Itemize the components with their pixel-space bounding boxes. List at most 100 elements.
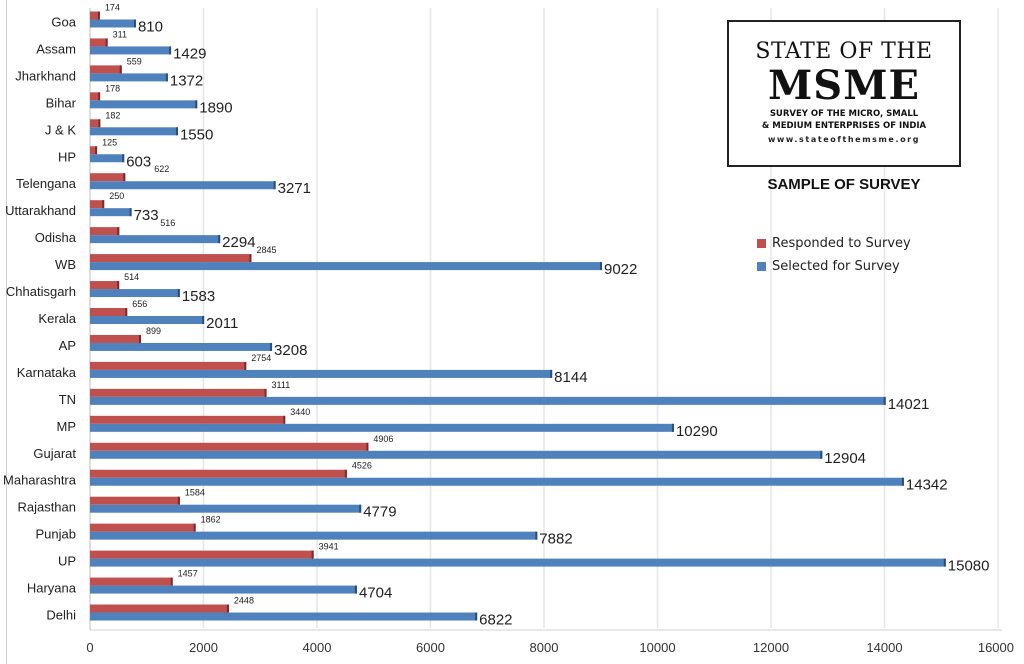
- category-label: Bihar: [46, 95, 77, 110]
- bar-selected-edge: [943, 558, 946, 567]
- legend-item-selected: Selected for Survey: [757, 255, 911, 278]
- bar-selected-edge: [195, 100, 198, 109]
- bar-selected-edge: [354, 585, 357, 594]
- bar-selected-edge: [175, 127, 178, 136]
- value-label-selected: 733: [134, 207, 159, 224]
- logo-url: www.stateofthemsme.org: [767, 135, 921, 144]
- legend: Responded to Survey Selected for Survey: [757, 232, 911, 278]
- bar-responded: [90, 38, 108, 47]
- bar-selected: [90, 342, 273, 351]
- category-label: Haryana: [27, 581, 77, 596]
- bar-selected-edge: [218, 235, 221, 244]
- bar-selected-edge: [359, 504, 362, 513]
- bar-selected-edge: [550, 369, 553, 378]
- value-label-selected: 1550: [180, 126, 213, 143]
- value-label-selected: 603: [126, 153, 151, 170]
- bar-selected: [90, 504, 362, 513]
- value-label-selected: 1372: [170, 72, 203, 89]
- bar-responded-edge: [193, 523, 196, 532]
- bar-responded: [90, 523, 196, 532]
- value-label-selected: 810: [138, 18, 163, 35]
- value-label-selected: 14021: [888, 396, 930, 413]
- bar-responded: [90, 92, 101, 101]
- value-label-responded: 622: [154, 164, 169, 174]
- value-label-selected: 7882: [539, 531, 572, 548]
- bar-selected-edge: [133, 19, 136, 28]
- bar-responded-edge: [170, 577, 173, 586]
- bar-responded: [90, 550, 314, 559]
- bar-responded: [90, 415, 286, 424]
- bar-responded: [90, 281, 120, 290]
- value-label-selected: 10290: [676, 423, 718, 440]
- bar-selected: [90, 181, 276, 190]
- x-tick-label: 14000: [866, 640, 902, 655]
- bar-selected-edge: [270, 342, 273, 351]
- bar-responded: [90, 308, 128, 316]
- value-label-responded: 125: [102, 137, 117, 147]
- legend-label-selected: Selected for Survey: [772, 259, 900, 274]
- bar-selected: [90, 585, 357, 594]
- value-label-responded: 311: [113, 29, 127, 39]
- bar-responded-edge: [119, 65, 122, 74]
- value-label-responded: 559: [127, 56, 142, 66]
- bar-responded-edge: [283, 415, 286, 424]
- bar-selected-edge: [901, 477, 904, 486]
- bar-responded-edge: [98, 119, 101, 128]
- bar-responded: [90, 388, 267, 397]
- bar-selected-edge: [820, 450, 823, 459]
- bar-selected: [90, 19, 136, 28]
- value-label-selected: 3208: [274, 342, 307, 359]
- bar-responded: [90, 200, 105, 209]
- bar-responded: [90, 496, 180, 505]
- category-label: J & K: [45, 122, 76, 137]
- bar-selected: [90, 531, 538, 540]
- value-label-responded: 2754: [251, 353, 271, 363]
- value-label-responded: 516: [160, 218, 175, 228]
- x-tick-label: 0: [86, 640, 93, 655]
- labels: 0 2000 4000 6000 8000 10000 12000 14000 16000 Goa…: [3, 2, 1014, 655]
- bar-selected-edge: [475, 612, 478, 621]
- bar-responded-edge: [249, 254, 252, 263]
- category-label: UP: [58, 554, 76, 569]
- bar-responded-edge: [123, 173, 126, 182]
- category-label: WB: [55, 257, 76, 272]
- bar-responded-edge: [177, 496, 180, 505]
- bar-responded-edge: [244, 361, 247, 370]
- bar-responded: [90, 361, 247, 370]
- value-label-selected: 1429: [173, 45, 206, 62]
- bar-selected-edge: [129, 208, 132, 217]
- legend-swatch-selected: [757, 262, 766, 271]
- bar-responded-edge: [125, 308, 128, 316]
- bar-selected: [90, 208, 132, 217]
- value-label-responded: 182: [105, 110, 120, 120]
- left-border: [6, 0, 7, 664]
- value-label-responded: 3111: [272, 380, 291, 390]
- bar-selected-edge: [122, 154, 125, 163]
- category-label: Jharkhand: [15, 68, 76, 83]
- bar-selected: [90, 262, 602, 271]
- bar-responded: [90, 11, 100, 20]
- bar-responded: [90, 604, 229, 613]
- category-label: Chhatisgarh: [6, 284, 76, 299]
- logo-line2: MSME: [768, 62, 920, 109]
- legend-item-responded: Responded to Survey: [757, 232, 911, 255]
- x-tick-label: 10000: [639, 640, 675, 655]
- value-label-selected: 4704: [359, 585, 392, 602]
- bar-selected: [90, 558, 946, 567]
- value-label-responded: 1457: [178, 569, 198, 579]
- bar-responded: [90, 577, 173, 586]
- value-label-selected: 1890: [199, 99, 232, 116]
- value-label-responded: 899: [146, 326, 161, 336]
- value-label-selected: 9022: [604, 261, 637, 278]
- legend-swatch-responded: [757, 239, 766, 248]
- value-label-selected: 2294: [222, 234, 255, 251]
- bar-selected-edge: [883, 396, 886, 405]
- bar-responded-edge: [264, 388, 267, 397]
- bar-selected: [90, 423, 674, 432]
- bar-selected-edge: [671, 423, 674, 432]
- bar-selected: [90, 612, 478, 621]
- x-tick-label: 16000: [978, 640, 1014, 655]
- bar-responded-edge: [95, 146, 98, 155]
- value-label-responded: 3941: [319, 542, 339, 552]
